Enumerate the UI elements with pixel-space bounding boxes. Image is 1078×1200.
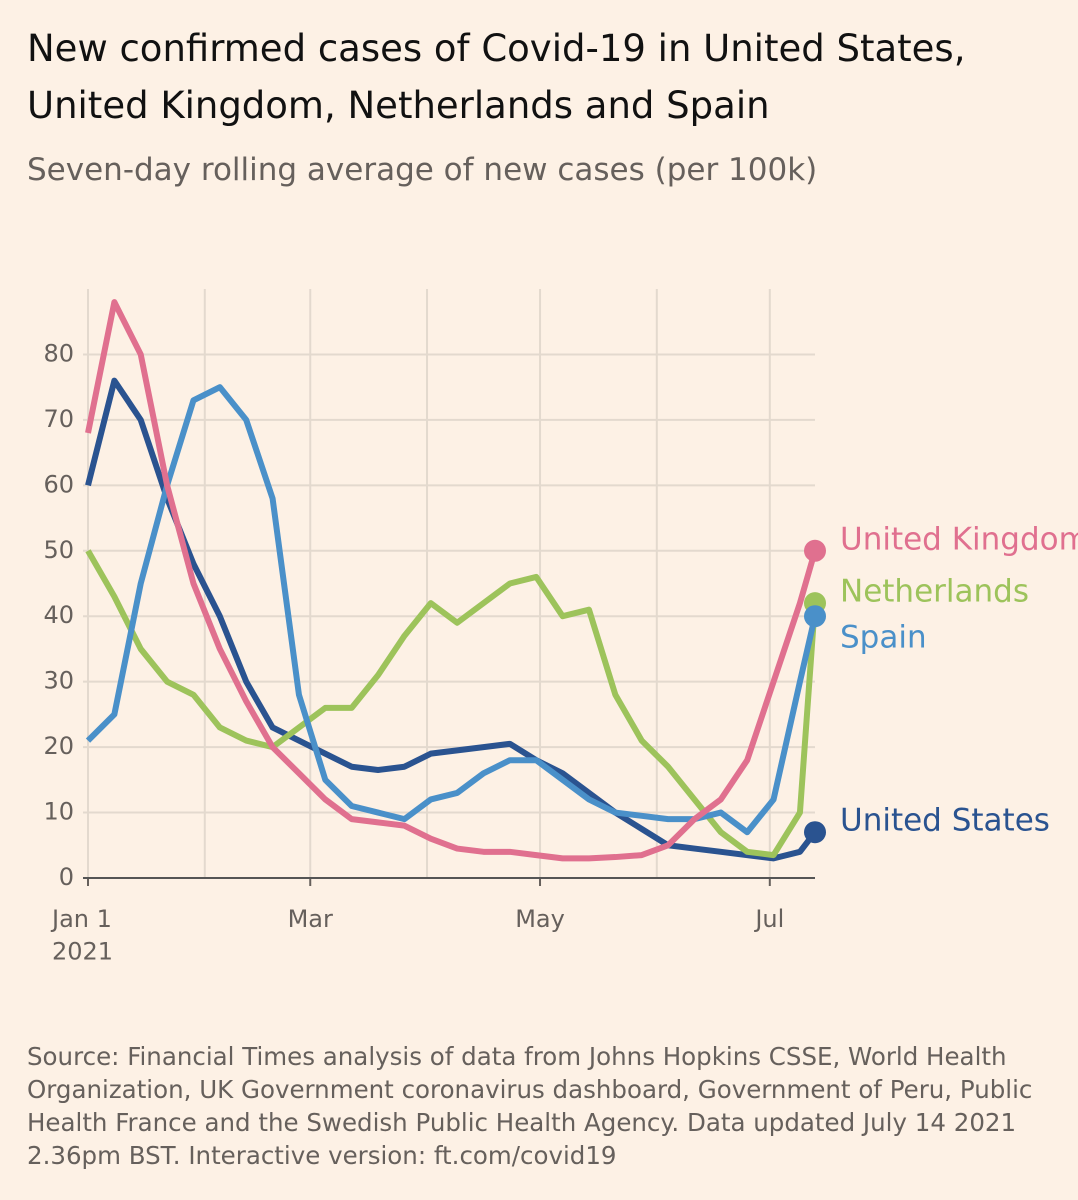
y-tick-label: 30 [43,667,74,695]
series-line [85,377,818,862]
series-line [85,384,818,836]
series-line [85,299,818,862]
x-tick-label: Jan 1 2021 [50,905,113,965]
x-tick-label: Mar [288,905,333,933]
y-tick-label: 70 [43,405,74,433]
chart-title: New confirmed cases of Covid-19 in Unite… [27,27,966,127]
end-dot [804,605,826,628]
y-tick-label: 80 [43,339,74,367]
y-tick-label: 40 [43,601,74,629]
legend-label: Netherlands [840,574,1029,610]
chart-subtitle: Seven-day rolling average of new cases (… [27,152,818,188]
legend-label: United States [840,803,1050,839]
source-note: Source: Financial Times analysis of data… [27,1042,1033,1170]
y-tick-label: 20 [43,732,74,760]
x-tick-label: Jul [753,905,784,933]
y-tick-label: 50 [43,536,74,564]
legend-label: Spain [840,620,927,656]
end-dot [804,821,826,844]
legend-label: United Kingdom [840,521,1078,557]
y-tick-label: 0 [59,863,74,891]
y-tick-label: 60 [43,470,74,498]
y-tick-label: 10 [43,798,74,826]
end-dot [804,539,826,562]
x-tick-label: May [515,905,565,933]
